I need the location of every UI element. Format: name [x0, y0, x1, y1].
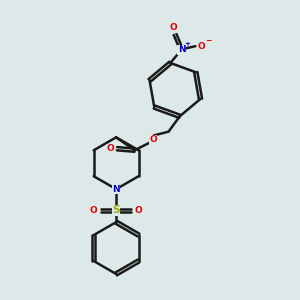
Text: S: S [112, 206, 120, 215]
Text: N: N [178, 45, 185, 54]
Text: −: − [205, 36, 211, 45]
Text: N: N [112, 185, 120, 194]
Text: +: + [184, 41, 190, 47]
Text: O: O [149, 135, 157, 144]
Text: O: O [90, 206, 97, 215]
Text: O: O [135, 206, 143, 215]
Text: O: O [107, 144, 114, 153]
Text: O: O [170, 23, 177, 32]
Text: O: O [198, 42, 206, 51]
